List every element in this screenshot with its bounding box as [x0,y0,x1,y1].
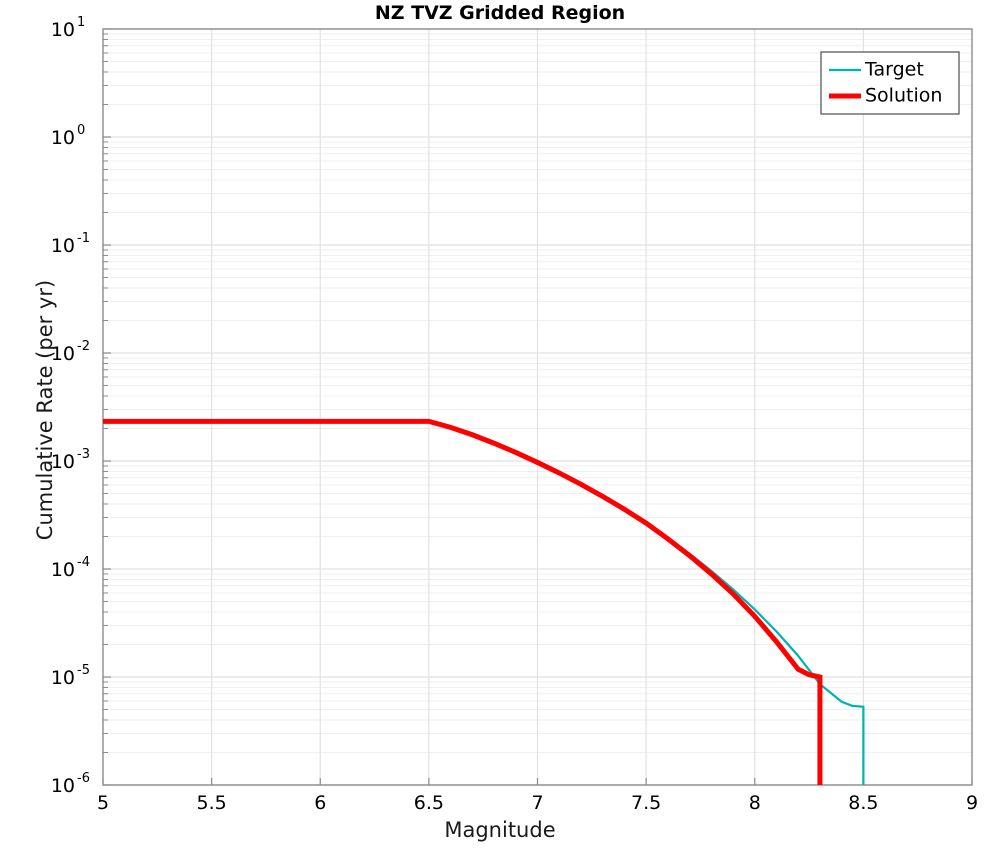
x-tick-labels: 5 5.5 6 6.5 7 7.5 8 8.5 9 [97,792,978,814]
y-tick-label-mantissa: 10 [51,343,75,365]
x-tick-label: 8 [749,792,761,814]
x-tick-label: 6 [314,792,326,814]
y-tick-label-mantissa: 10 [51,667,75,689]
x-tick-label: 6.5 [414,792,444,814]
y-tick-label-mantissa: 10 [51,127,75,149]
series-line-solution [103,418,823,785]
y-tick-label-exponent: -4 [77,555,90,570]
axis-ticks-group [102,28,973,786]
y-tick-label-mantissa: 10 [51,235,75,257]
y-tick-label-exponent: 1 [77,15,85,30]
y-axis-label: Cumulative Rate (per yr) [33,279,57,541]
x-tick-label: 7 [531,792,543,814]
x-tick-label: 5.5 [197,792,227,814]
y-tick-label-mantissa: 10 [51,451,75,473]
y-tick-label-exponent: -2 [77,339,90,354]
y-tick-label-mantissa: 10 [51,775,75,797]
x-tick-label: 9 [966,792,978,814]
y-tick-label-exponent: -1 [77,231,90,246]
y-tick-label-exponent: -3 [77,447,90,462]
legend-box [820,51,960,115]
x-axis-label: Magnitude [444,818,556,842]
x-tick-label: 8.5 [848,792,878,814]
legend-label-target[interactable]: Target [864,59,924,81]
y-tick-label-exponent: 0 [77,123,85,138]
series-group [103,418,865,785]
plot-frame [102,28,973,786]
legend-label-solution[interactable]: Solution [865,85,942,107]
series-line-target [103,420,865,785]
x-tick-label: 7.5 [631,792,661,814]
x-tick-label: 5 [97,792,109,814]
y-tick-label-mantissa: 10 [51,19,75,41]
y-tick-label-exponent: -5 [77,663,90,678]
page-title: NZ TVZ Gridded Region [374,2,626,24]
y-tick-label-mantissa: 10 [51,559,75,581]
chart-legend[interactable]: Target Solution [820,51,960,115]
y-tick-label-exponent: -6 [77,771,90,786]
